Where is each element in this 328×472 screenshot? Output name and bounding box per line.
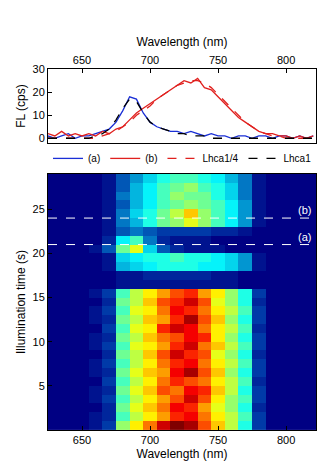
svg-text:700: 700 — [141, 54, 159, 66]
svg-text:0: 0 — [39, 132, 45, 144]
svg-text:(b): (b) — [298, 204, 311, 216]
svg-text:20: 20 — [33, 247, 45, 259]
svg-text:(b): (b) — [145, 153, 157, 164]
svg-text:30: 30 — [33, 63, 45, 75]
svg-text:800: 800 — [277, 54, 295, 66]
svg-text:(a): (a) — [298, 231, 311, 243]
svg-text:Wavelength (nm): Wavelength (nm) — [137, 35, 228, 49]
svg-text:25: 25 — [33, 203, 45, 215]
svg-text:750: 750 — [209, 434, 227, 446]
svg-text:650: 650 — [73, 434, 91, 446]
svg-text:(a): (a) — [88, 153, 100, 164]
svg-text:650: 650 — [73, 54, 91, 66]
svg-text:10: 10 — [33, 336, 45, 348]
svg-text:Illumination time (s): Illumination time (s) — [14, 250, 28, 354]
svg-text:FL (cps): FL (cps) — [14, 84, 28, 128]
svg-text:800: 800 — [277, 434, 295, 446]
svg-text:20: 20 — [33, 86, 45, 98]
svg-text:700: 700 — [141, 434, 159, 446]
svg-text:5: 5 — [39, 380, 45, 392]
svg-text:Lhca1/4: Lhca1/4 — [202, 153, 238, 164]
svg-text:Wavelength (nm): Wavelength (nm) — [137, 447, 228, 461]
svg-text:Lhca1: Lhca1 — [283, 153, 311, 164]
svg-text:10: 10 — [33, 109, 45, 121]
svg-text:15: 15 — [33, 291, 45, 303]
svg-text:750: 750 — [209, 54, 227, 66]
